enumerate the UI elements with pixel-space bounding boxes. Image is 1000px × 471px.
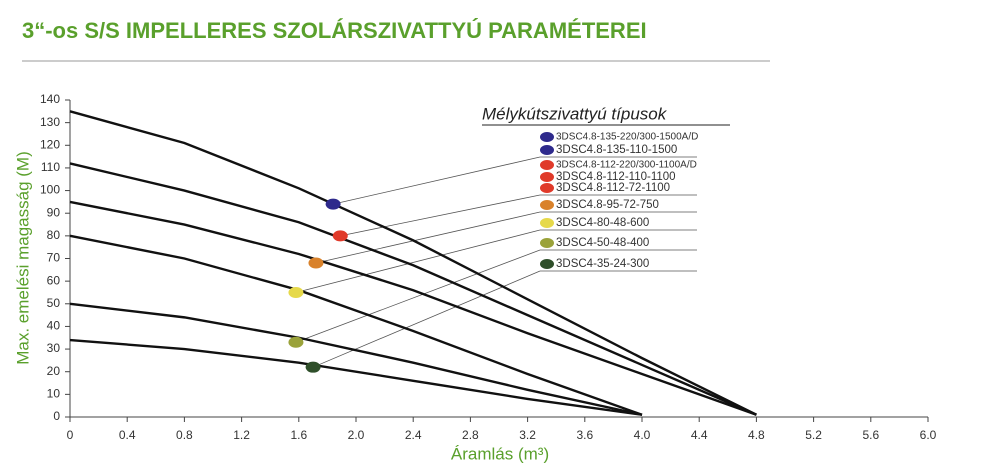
legend-label: 3DSC4-35-24-300 <box>556 258 649 270</box>
y-tick-label: 140 <box>40 92 60 106</box>
y-axis-label: Max. emelési magasság (M) <box>13 151 32 365</box>
y-tick-label: 70 <box>47 251 61 265</box>
x-tick-label: 4.0 <box>634 428 651 442</box>
y-tick-label: 80 <box>47 228 61 242</box>
legend-label: 3DSC4.8-112-110-1100 <box>556 171 676 183</box>
x-tick-label: 0 <box>67 428 74 442</box>
x-tick-label: 2.4 <box>405 428 422 442</box>
legend-label: 3DSC4.8-95-72-750 <box>556 199 659 211</box>
operating-point <box>308 257 324 269</box>
x-tick-label: 6.0 <box>920 428 937 442</box>
x-tick-label: 2.8 <box>462 428 479 442</box>
y-tick-label: 50 <box>47 296 61 310</box>
legend-title: Mélykútszivattyú típusok <box>482 104 668 123</box>
pump-curve <box>69 200 757 416</box>
x-tick-label: 3.6 <box>576 428 593 442</box>
pump-curve <box>69 302 643 416</box>
legend-label: 3DSC4.8-135-220/300-1500A/D <box>556 132 698 143</box>
y-tick-label: 120 <box>40 137 60 151</box>
leader-line <box>333 156 541 205</box>
leader-line <box>315 211 541 264</box>
y-tick-label: 30 <box>47 341 61 355</box>
legend-swatch <box>540 218 554 228</box>
operating-point <box>332 230 348 242</box>
legend-swatch <box>540 183 554 193</box>
legend-swatch <box>540 145 554 155</box>
leader-line <box>295 249 541 343</box>
legend-label: 3DSC4.8-135-110-1500 <box>556 144 677 156</box>
legend-label: 3DSC4.8-112-220/300-1100A/D <box>556 160 697 171</box>
y-tick-label: 130 <box>40 115 60 129</box>
pump-curve <box>69 234 643 416</box>
y-tick-label: 100 <box>40 183 60 197</box>
x-tick-label: 4.4 <box>691 428 708 442</box>
x-tick-label: 0.4 <box>119 428 136 442</box>
y-tick-label: 110 <box>41 160 60 174</box>
legend-swatch <box>540 200 554 210</box>
legend-swatch <box>540 238 554 248</box>
pump-curve <box>69 162 757 416</box>
y-tick-label: 40 <box>47 319 61 333</box>
x-tick-label: 1.2 <box>233 428 250 442</box>
x-tick-label: 5.6 <box>862 428 879 442</box>
x-tick-label: 2.0 <box>348 428 365 442</box>
legend-swatch <box>540 259 554 269</box>
y-tick-label: 20 <box>47 364 61 378</box>
x-tick-label: 4.8 <box>748 428 765 442</box>
legend-swatch <box>540 132 554 142</box>
legend-label: 3DSC4-50-48-400 <box>556 237 649 249</box>
pump-curve <box>69 110 757 416</box>
x-axis-label: Áramlás (m³) <box>451 444 549 463</box>
leader-line <box>295 229 541 293</box>
y-tick-label: 90 <box>47 205 61 219</box>
y-tick-label: 0 <box>53 409 60 423</box>
legend-label: 3DSC4.8-112-72-1100 <box>556 182 670 194</box>
legend-swatch <box>540 172 554 182</box>
pump-curve <box>69 338 643 416</box>
leader-line <box>340 194 541 237</box>
legend-label: 3DSC4-80-48-600 <box>556 217 649 229</box>
leader-line <box>312 270 541 368</box>
x-tick-label: 3.2 <box>519 428 536 442</box>
y-tick-label: 60 <box>47 273 61 287</box>
operating-point <box>325 198 341 210</box>
y-tick-label: 10 <box>47 387 61 401</box>
x-tick-label: 0.8 <box>176 428 193 442</box>
x-tick-label: 1.6 <box>290 428 307 442</box>
legend-swatch <box>540 160 554 170</box>
operating-point <box>288 336 304 348</box>
chart-title: 3“-os S/S IMPELLERES SZOLÁRSZIVATTYÚ PAR… <box>22 18 647 43</box>
x-tick-label: 5.2 <box>805 428 822 442</box>
operating-point <box>288 286 304 298</box>
operating-point <box>305 361 321 373</box>
